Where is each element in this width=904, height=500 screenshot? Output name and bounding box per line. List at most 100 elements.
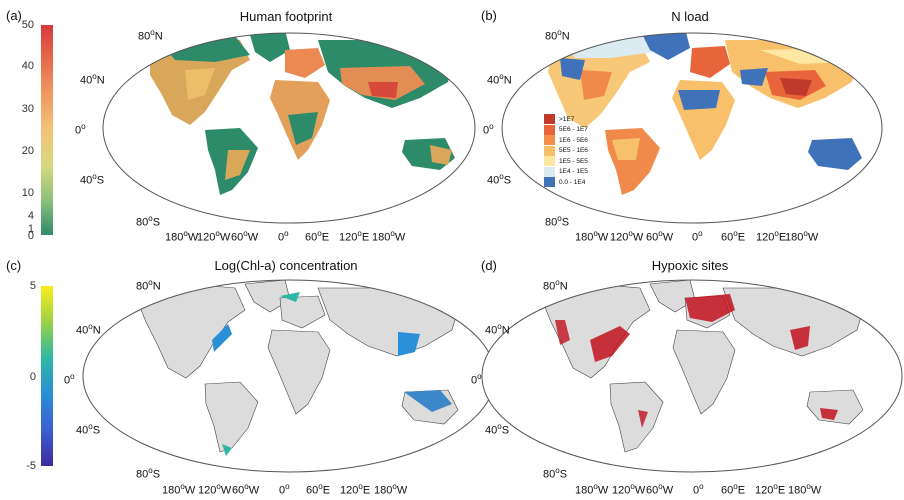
legend-n-load-item: 1E6 - 5E6 xyxy=(544,135,588,146)
lat-label: 80oS xyxy=(545,214,570,229)
map-border-d xyxy=(481,279,903,473)
lon-label: 0o xyxy=(278,229,289,244)
lat-label: 80oN xyxy=(545,28,570,43)
colorbar-a-tick: 50 xyxy=(21,19,34,31)
lon-label: 120oE xyxy=(339,229,370,244)
lon-label: 60oW xyxy=(646,482,674,497)
legend-label: 5E5 - 1E6 xyxy=(559,147,588,155)
lat-label: 80oN xyxy=(543,278,568,293)
lon-label: 60oE xyxy=(721,229,746,244)
lat-label: 0o xyxy=(471,372,482,387)
lon-label: 0o xyxy=(279,482,290,497)
colorbar-c-tick: -5 xyxy=(26,460,36,472)
legend-swatch xyxy=(544,124,555,135)
lon-label: 60oE xyxy=(306,482,331,497)
lon-label: 120oE xyxy=(340,482,371,497)
europe xyxy=(285,48,325,78)
lat-label: 40oS xyxy=(80,172,105,187)
lon-label: 60oE xyxy=(721,482,746,497)
lon-label: 180oW xyxy=(785,229,819,244)
lon-label: 0o xyxy=(692,229,703,244)
lon-label: 0o xyxy=(693,482,704,497)
legend-swatch xyxy=(544,166,555,177)
lat-label: 0o xyxy=(64,372,75,387)
lon-label: 180oW xyxy=(372,229,406,244)
lat-label: 80oS xyxy=(543,466,568,481)
legend-n-load-item: >1E7 xyxy=(544,114,588,125)
lon-label: 60oW xyxy=(232,482,260,497)
map-border-b xyxy=(501,32,883,224)
panel-letter-c: (c) xyxy=(6,258,22,273)
lon-label: 120oW xyxy=(610,229,644,244)
lon-label: 60oW xyxy=(646,229,674,244)
legend-n-load: >1E7 5E6 - 1E7 1E6 - 5E6 5E5 - 1E6 1E5 - 5E5… xyxy=(544,114,588,188)
lat-label: 40oS xyxy=(485,422,510,437)
lat-label: 40oN xyxy=(76,322,101,337)
lon-label: 180oW xyxy=(374,482,408,497)
lon-label: 120oW xyxy=(612,482,646,497)
legend-swatch xyxy=(544,177,555,188)
lon-label: 120oE xyxy=(756,229,787,244)
lon-label: 120oW xyxy=(198,482,232,497)
colorbar-a-tick: 4 xyxy=(27,210,34,222)
legend-swatch xyxy=(544,156,555,167)
legend-n-load-item: 1E4 - 1E5 xyxy=(544,166,588,178)
lat-label: 40oN xyxy=(80,72,105,87)
lon-label: 180oW xyxy=(162,482,196,497)
title-human-footprint: Human footprint xyxy=(239,9,333,24)
legend-n-load-item: 0.0 - 1E4 xyxy=(544,177,588,188)
map-border-a xyxy=(102,32,476,224)
panel-letter-a: (a) xyxy=(6,8,22,23)
greenland xyxy=(250,33,290,62)
lat-label: 40oN xyxy=(485,322,510,337)
legend-label: 1E4 - 1E5 xyxy=(559,168,588,176)
lat-label: 80oN xyxy=(138,28,163,43)
legend-swatch xyxy=(544,145,555,156)
colorbar-a-tick: 20 xyxy=(21,145,34,157)
lon-label: 120oW xyxy=(197,229,231,244)
colorbar-a-tick: 1 xyxy=(27,223,34,235)
lon-label: 60oW xyxy=(231,229,259,244)
colorbar-chl xyxy=(41,286,53,466)
lat-label: 80oN xyxy=(136,278,161,293)
lon-label: 180oW xyxy=(575,229,609,244)
legend-swatch xyxy=(544,135,555,146)
legend-label: 5E6 - 1E7 xyxy=(559,126,588,134)
legend-label: 1E5 - 5E5 xyxy=(559,157,588,165)
legend-label: >1E7 xyxy=(559,115,575,123)
lat-label: 40oN xyxy=(487,72,512,87)
lat-label: 40oS xyxy=(487,172,512,187)
panel-letter-b: (b) xyxy=(481,8,497,23)
lon-label: 60oE xyxy=(305,229,330,244)
legend-label: 1E6 - 5E6 xyxy=(559,136,588,144)
lon-label: 180oW xyxy=(788,482,822,497)
map-hypoxic xyxy=(482,280,902,472)
panel-letter-d: (d) xyxy=(481,258,497,273)
colorbar-a-tick: 10 xyxy=(21,187,34,199)
lat-label: 40oS xyxy=(76,422,101,437)
colorbar-c-tick: 0 xyxy=(29,371,36,383)
legend-swatch xyxy=(544,114,555,125)
colorbar-human-footprint xyxy=(41,25,53,235)
lat-label: 80oS xyxy=(136,466,161,481)
legend-n-load-item: 5E6 - 1E7 xyxy=(544,124,588,136)
colorbar-a-tick: 40 xyxy=(21,60,34,72)
colorbar-a-tick: 0 xyxy=(27,230,34,242)
map-human-footprint xyxy=(103,33,475,223)
lon-label: 120oE xyxy=(755,482,786,497)
colorbar-a-tick: 30 xyxy=(21,103,34,115)
map-chl xyxy=(83,280,495,472)
title-hypoxic-sites: Hypoxic sites xyxy=(651,258,729,273)
lon-label: 180oW xyxy=(165,229,199,244)
colorbar-c-tick: 5 xyxy=(29,280,36,292)
title-n-load: N load xyxy=(671,9,709,24)
lat-label: 0o xyxy=(483,122,494,137)
title-chl-concentration: Log(Chl-a) concentration xyxy=(214,258,358,273)
lat-label: 0o xyxy=(75,122,86,137)
legend-n-load-item: 1E5 - 5E5 xyxy=(544,156,588,167)
lat-label: 80oS xyxy=(136,214,161,229)
lon-label: 180oW xyxy=(575,482,609,497)
legend-label: 0.0 - 1E4 xyxy=(559,178,586,186)
legend-n-load-item: 5E5 - 1E6 xyxy=(544,145,588,157)
